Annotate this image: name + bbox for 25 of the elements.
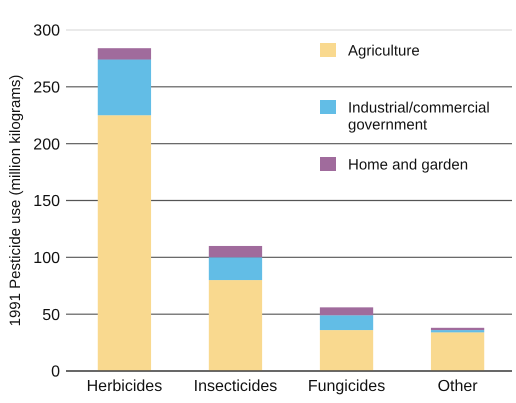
bar (98, 48, 152, 60)
x-tick-label: Herbicides (86, 378, 162, 395)
bar (98, 60, 152, 116)
y-tick-label: 50 (42, 306, 60, 324)
bar (430, 332, 484, 371)
y-tick-label: 100 (33, 250, 60, 267)
bar (208, 246, 262, 258)
bar (320, 307, 374, 316)
y-tick-label: 250 (33, 79, 60, 96)
y-tick-label: 0 (51, 364, 60, 381)
y-tick-label: 200 (33, 136, 60, 154)
x-tick-label: Insecticides (194, 378, 278, 395)
bar (208, 280, 262, 371)
x-tick-label: Other (438, 378, 478, 395)
y-tick-label: 300 (33, 22, 60, 40)
bar (320, 315, 374, 330)
bar (208, 257, 262, 280)
bar (98, 115, 152, 371)
legend-label: Agriculture (348, 42, 420, 60)
bar (320, 330, 374, 371)
legend-label: Home and garden (348, 156, 468, 174)
y-tick-label: 150 (33, 193, 60, 210)
legend-label: Industrial/commercial government (348, 99, 490, 134)
x-tick-label: Fungicides (308, 378, 386, 395)
y-axis-title: 1991 Pesticide use (million kilograms) (7, 74, 24, 326)
